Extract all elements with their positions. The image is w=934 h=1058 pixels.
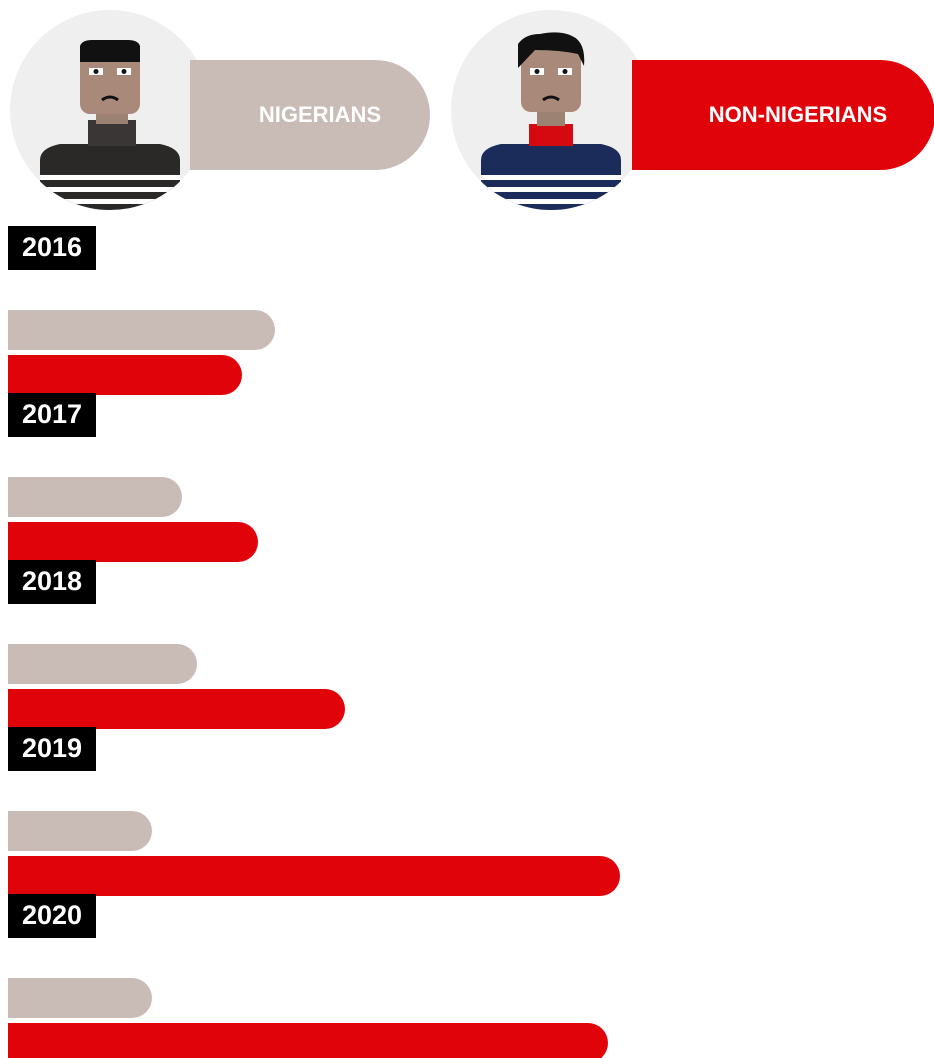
legend <box>10 10 934 210</box>
year-label-box <box>8 393 96 437</box>
bar <box>8 811 152 851</box>
bar <box>8 522 258 562</box>
legend-label: NON-NIGERIANS <box>709 102 887 127</box>
bar <box>8 355 242 395</box>
avatar-non-nigerian <box>451 10 651 210</box>
bar <box>8 856 620 896</box>
year-label-box <box>8 727 96 771</box>
bar <box>8 310 275 350</box>
year-label-box <box>8 894 96 938</box>
year-label: 2019 <box>22 733 82 763</box>
year-label: 2016 <box>22 232 82 262</box>
legend-pill <box>190 60 430 170</box>
year-label-box <box>8 560 96 604</box>
legend-label: NIGERIANS <box>259 102 381 127</box>
bar <box>8 477 182 517</box>
year-label: 2020 <box>22 900 82 930</box>
bar <box>8 644 197 684</box>
legend-pill <box>632 60 934 170</box>
avatar-nigerian <box>10 10 210 210</box>
year-label-box <box>8 226 96 270</box>
bar <box>8 689 345 729</box>
bar <box>8 978 152 1018</box>
bar <box>8 1023 608 1058</box>
year-label: 2017 <box>22 399 82 429</box>
year-label: 2018 <box>22 566 82 596</box>
